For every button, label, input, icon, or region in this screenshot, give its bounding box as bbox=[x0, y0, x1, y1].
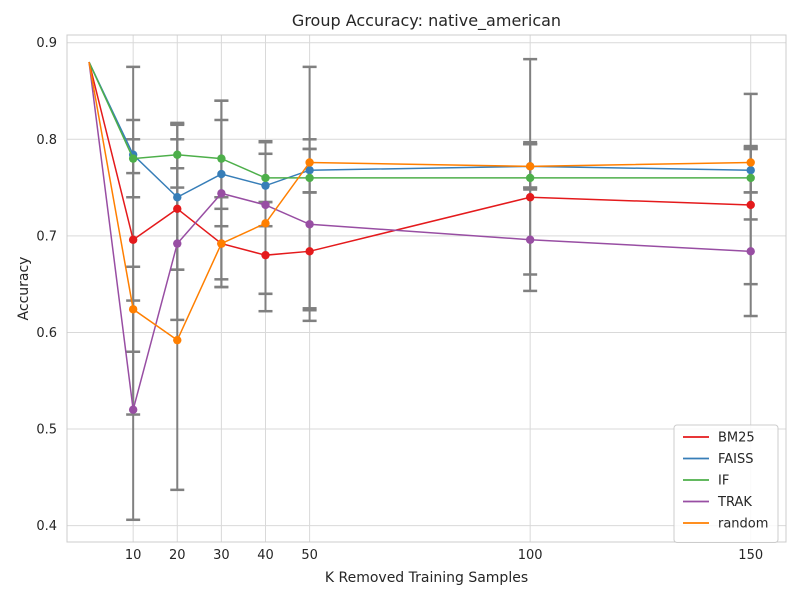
y-tick-label: 0.6 bbox=[36, 326, 57, 341]
y-tick-label: 0.7 bbox=[36, 229, 57, 244]
series-line bbox=[88, 61, 751, 199]
series-lines bbox=[88, 61, 755, 414]
data-point bbox=[525, 235, 535, 244]
x-tick-label: 20 bbox=[169, 548, 186, 563]
data-point bbox=[261, 181, 270, 190]
data-point bbox=[746, 166, 755, 175]
series-line bbox=[88, 61, 751, 342]
data-point bbox=[746, 158, 755, 167]
data-point bbox=[746, 200, 755, 210]
data-point bbox=[173, 193, 182, 202]
data-point bbox=[173, 204, 182, 214]
data-point bbox=[305, 173, 314, 183]
legend-label: TRAK bbox=[717, 495, 752, 510]
data-point bbox=[746, 247, 755, 256]
legend-label: random bbox=[718, 517, 768, 532]
data-point bbox=[305, 247, 314, 256]
data-point bbox=[128, 405, 138, 414]
series-random bbox=[88, 61, 755, 345]
y-tick-label: 0.4 bbox=[36, 519, 57, 534]
x-tick-label: 40 bbox=[257, 548, 274, 563]
chart-title: Group Accuracy: native_american bbox=[292, 11, 561, 31]
x-tick-label: 150 bbox=[738, 548, 763, 563]
data-point bbox=[128, 235, 138, 244]
data-point bbox=[305, 166, 314, 175]
plot-frame bbox=[66, 34, 787, 543]
data-point bbox=[261, 200, 270, 210]
series-line bbox=[88, 61, 751, 256]
legend-label: FAISS bbox=[718, 452, 754, 467]
x-tick-label: 10 bbox=[125, 548, 142, 563]
x-tick-label: 100 bbox=[518, 548, 543, 563]
data-point bbox=[173, 335, 182, 345]
data-point bbox=[746, 173, 755, 183]
data-point bbox=[525, 193, 535, 202]
x-tick-label: 50 bbox=[301, 548, 318, 563]
data-point bbox=[261, 173, 270, 183]
x-tick-label: 30 bbox=[213, 548, 230, 563]
data-point bbox=[173, 150, 182, 159]
data-point bbox=[217, 169, 226, 179]
data-point bbox=[305, 220, 314, 229]
data-point bbox=[525, 173, 535, 183]
series-faiss bbox=[88, 61, 755, 202]
series-line bbox=[88, 61, 751, 410]
y-tick-label: 0.5 bbox=[36, 423, 57, 438]
y-axis-label: Accuracy bbox=[16, 257, 32, 321]
series-if bbox=[88, 61, 755, 183]
legend-label: IF bbox=[718, 474, 729, 489]
y-tick-label: 0.8 bbox=[36, 133, 57, 148]
data-point bbox=[217, 154, 226, 163]
data-point bbox=[217, 239, 226, 248]
data-point bbox=[305, 158, 314, 167]
legend-box bbox=[673, 424, 779, 543]
series-line bbox=[88, 61, 751, 179]
x-axis-label: K Removed Training Samples bbox=[325, 570, 528, 586]
data-point bbox=[128, 154, 138, 163]
data-point bbox=[217, 189, 226, 198]
data-point bbox=[261, 250, 270, 260]
series-trak bbox=[88, 61, 755, 414]
data-point bbox=[128, 305, 138, 314]
y-tick-label: 0.9 bbox=[36, 36, 57, 51]
data-point bbox=[525, 162, 535, 171]
legend: BM25 FAISS IF TRAK random bbox=[673, 424, 779, 543]
data-point bbox=[261, 219, 270, 228]
legend-label: BM25 bbox=[718, 431, 755, 446]
tick-labels: 10 20 30 40 50 100 150 0.4 0.5 0.6 0.7 0.8 0.9 bbox=[36, 36, 763, 563]
data-point bbox=[173, 239, 182, 248]
